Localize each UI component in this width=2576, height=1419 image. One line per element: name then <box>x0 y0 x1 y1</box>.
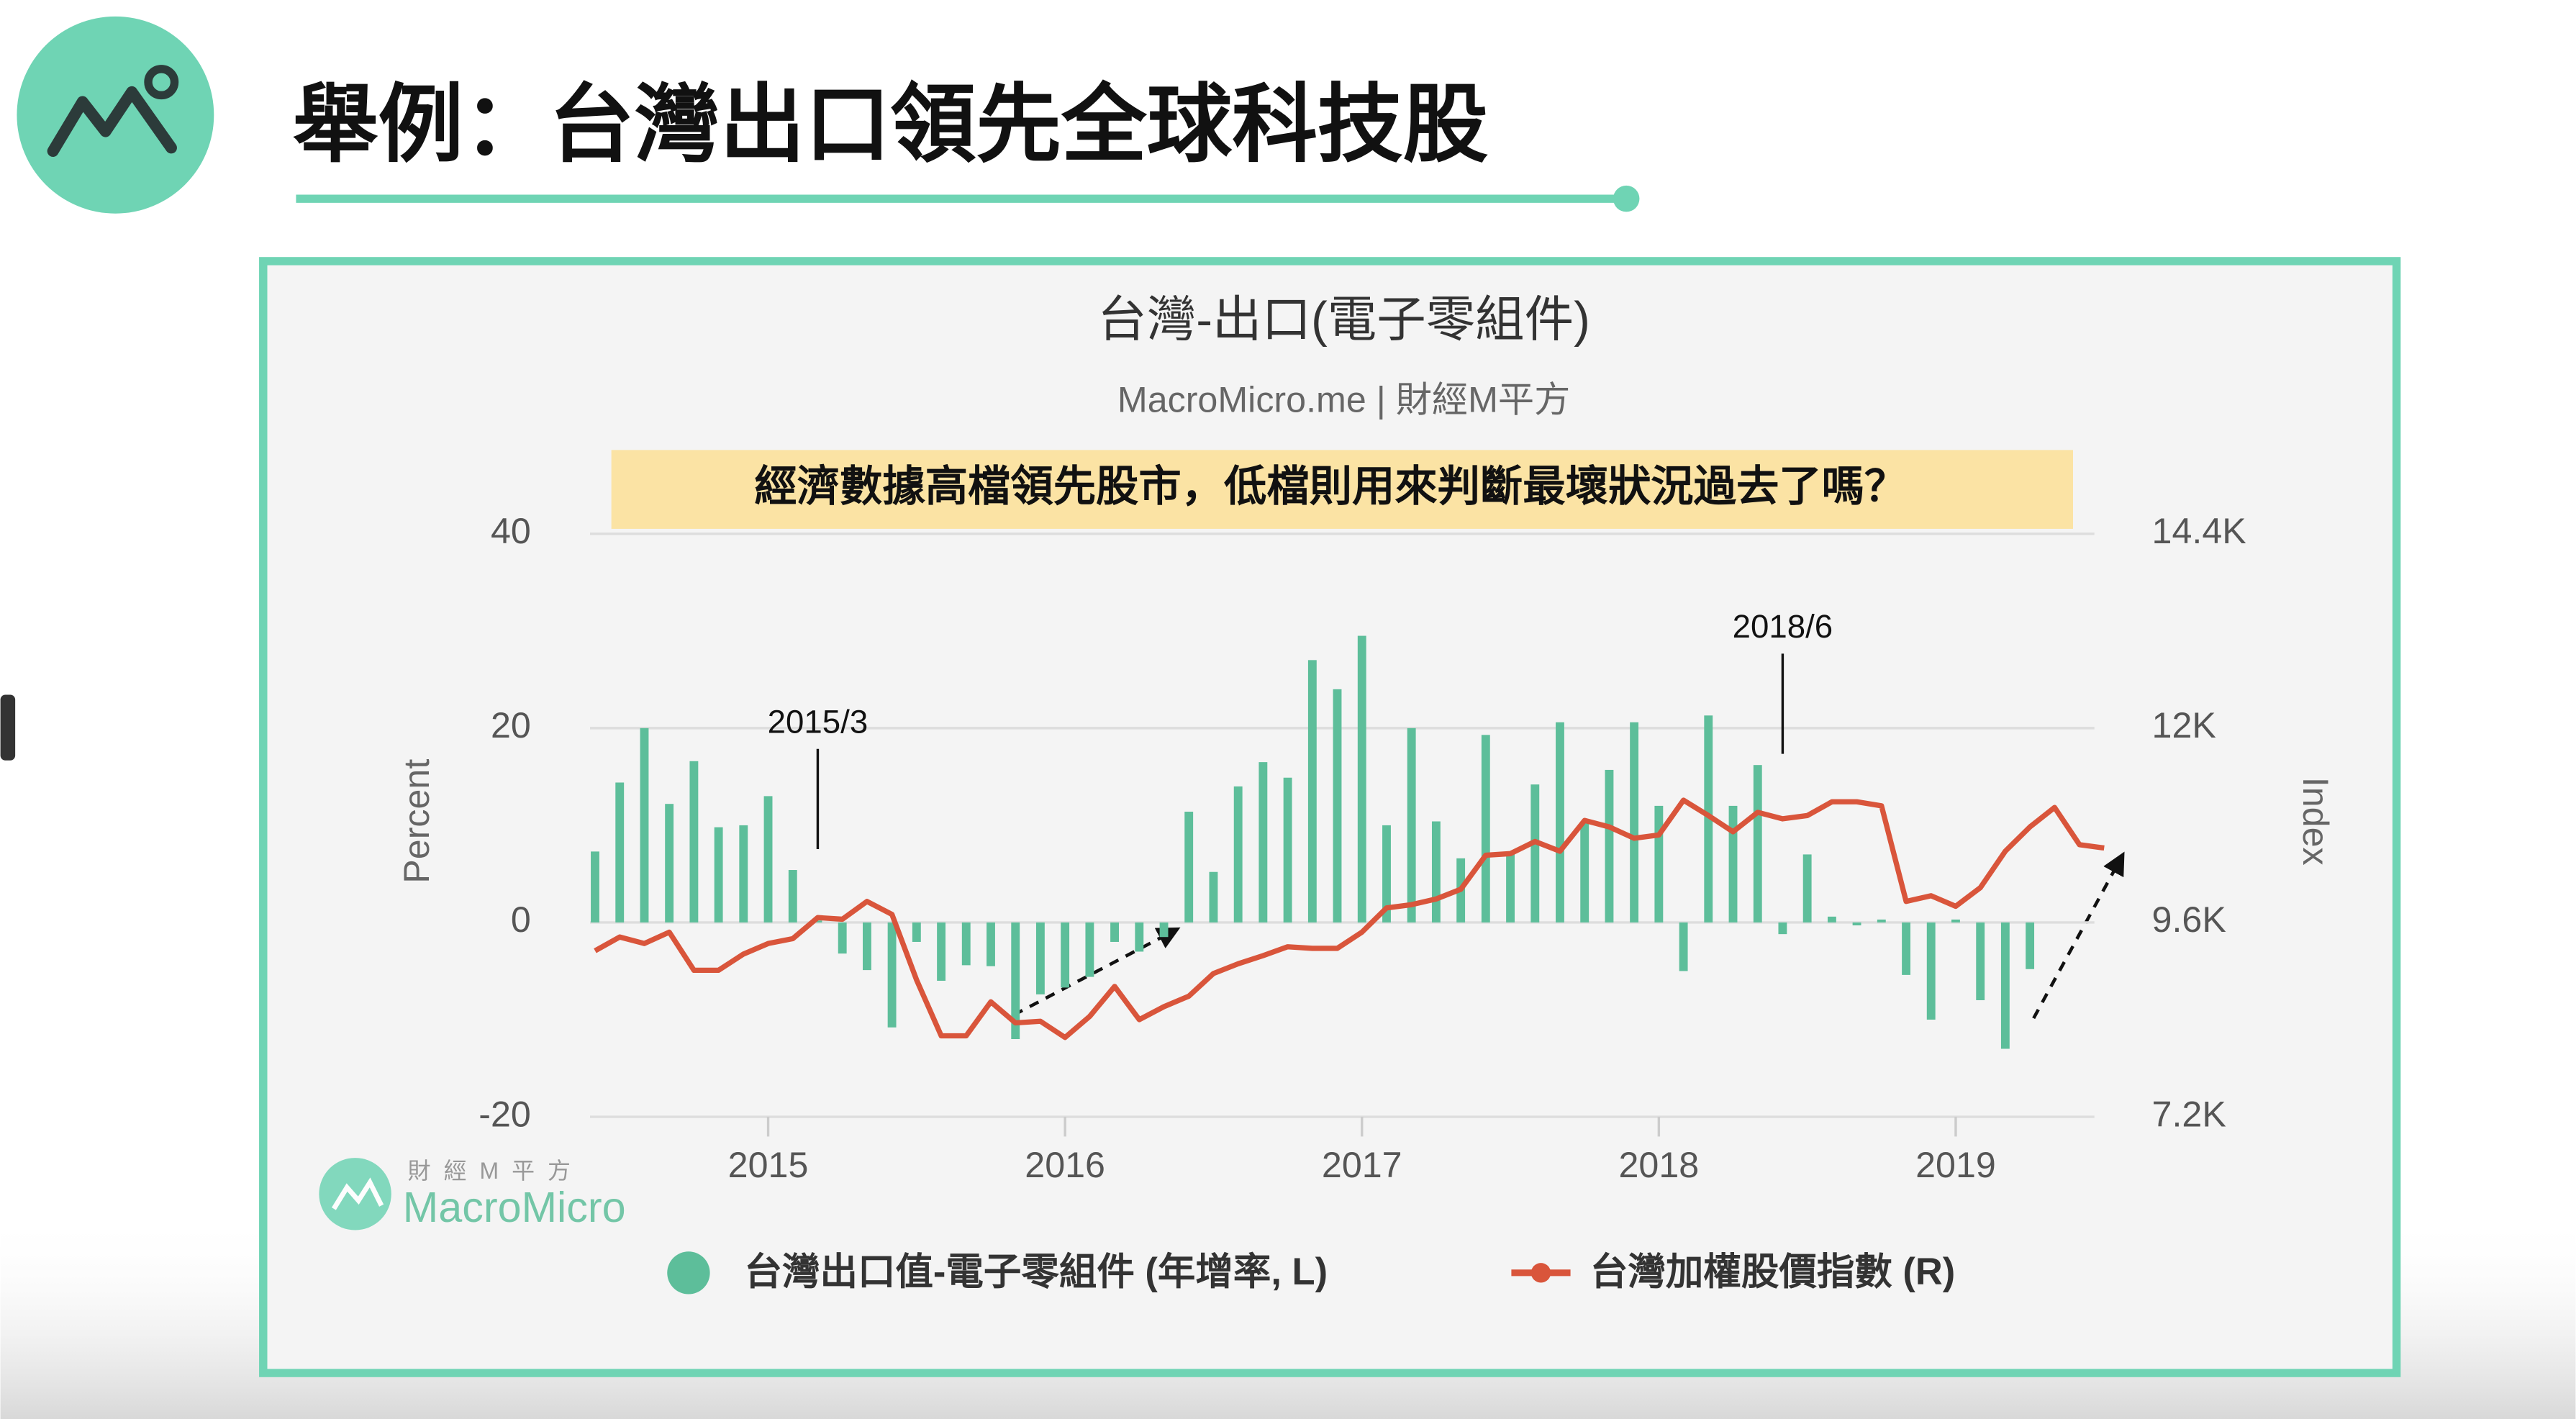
highlight-box <box>611 450 2073 529</box>
bar <box>863 922 871 971</box>
bar <box>1926 922 1936 1020</box>
legend-label[interactable]: 台灣出口值-電子零組件 (年增率, L) <box>745 1251 1328 1293</box>
bar <box>665 804 674 922</box>
x-tick-label: 2015 <box>728 1145 809 1185</box>
x-tick-label: 2019 <box>1915 1145 1996 1185</box>
logo <box>17 16 214 214</box>
bar <box>1061 922 1070 988</box>
bar <box>813 920 822 922</box>
y-axis-label: Percent <box>396 759 437 884</box>
bar <box>1852 922 1861 926</box>
bar <box>987 922 995 966</box>
bar <box>1556 722 1564 922</box>
bar <box>1679 922 1688 971</box>
slide-title: 舉例：台灣出口領先全球科技股 <box>293 78 1489 173</box>
bar <box>1258 762 1268 922</box>
dashed-arrow <box>2032 851 2125 1020</box>
chart-title: 台灣-出口(電子零組件) <box>1097 292 1590 348</box>
bar <box>1283 777 1292 922</box>
highlight-text: 經濟數據高檔領先股市，低檔則用來判斷最壞狀況過去了嗎？ <box>754 462 1907 510</box>
bar <box>763 796 773 922</box>
x-tick-label: 2016 <box>1025 1145 1105 1185</box>
watermark: 財 經 M 平 方 MacroMicro <box>319 1158 626 1231</box>
bar <box>1654 805 1664 922</box>
x-tick-label: 2017 <box>1322 1145 1402 1185</box>
y-tick-label: 20 <box>491 705 531 745</box>
y2-axis-label: Index <box>2295 777 2336 866</box>
legend-label[interactable]: 台灣加權股價指數 (R) <box>1590 1251 1955 1293</box>
y2-tick-label: 9.6K <box>2152 899 2226 940</box>
legend-swatch <box>667 1251 710 1295</box>
bar <box>937 922 946 981</box>
bar <box>1902 922 1910 975</box>
bar <box>1085 922 1094 977</box>
bar <box>1110 922 1119 942</box>
legend: 台灣出口值-電子零組件 (年增率, L) 台灣加權股價指數 (R) <box>667 1251 1955 1295</box>
x-tick-label: 2018 <box>1619 1145 1700 1185</box>
bar <box>1307 660 1317 922</box>
bar <box>838 922 847 954</box>
side-tab <box>0 694 16 761</box>
bar <box>2026 922 2035 969</box>
bar <box>1407 727 1416 922</box>
y-tick-label: 0 <box>511 899 531 940</box>
bar <box>1630 722 1639 922</box>
legend-swatch <box>1530 1263 1551 1283</box>
bar <box>1011 922 1020 1040</box>
bar <box>1382 825 1391 922</box>
y2-tick-label: 14.4K <box>2152 511 2246 551</box>
bar <box>1333 689 1342 922</box>
chart-subtitle: MacroMicro.me | 財經M平方 <box>1117 379 1570 420</box>
bar <box>640 727 649 922</box>
bar <box>1605 769 1614 922</box>
bar <box>1233 786 1243 922</box>
bar <box>1035 922 1045 994</box>
annotation-label: 2015/3 <box>768 704 869 740</box>
bar <box>1778 922 1787 935</box>
bar <box>1184 812 1194 922</box>
y-tick-label: -20 <box>479 1094 531 1134</box>
bar <box>887 922 897 1028</box>
watermark-line2: MacroMicro <box>403 1183 626 1231</box>
bar <box>1357 635 1366 922</box>
dashed-arrow <box>1012 927 1181 1017</box>
bar <box>689 761 699 922</box>
y-tick-label: 40 <box>491 511 531 551</box>
bar <box>615 782 625 922</box>
bar <box>739 825 748 922</box>
bar <box>1877 919 1886 922</box>
bar <box>1976 922 1985 1000</box>
bar <box>1580 822 1589 922</box>
bar <box>1704 715 1713 922</box>
bar <box>1159 922 1169 938</box>
bar <box>961 922 971 966</box>
bar <box>2000 922 2010 1049</box>
line <box>594 797 2105 1041</box>
bar <box>1209 871 1218 922</box>
y2-tick-label: 12K <box>2152 705 2216 745</box>
bar <box>714 827 723 922</box>
bar <box>1802 854 1812 922</box>
bar <box>1481 735 1490 922</box>
bar <box>912 922 921 942</box>
bar <box>1506 851 1515 922</box>
bar <box>1135 922 1144 952</box>
bar <box>1530 784 1540 922</box>
bar <box>591 851 599 922</box>
annotation-label: 2018/6 <box>1733 608 1833 645</box>
underline-dot <box>1613 185 1640 212</box>
bar <box>788 870 797 922</box>
y2-tick-label: 7.2K <box>2152 1094 2226 1134</box>
bar <box>1753 765 1762 922</box>
bar <box>1827 916 1836 922</box>
watermark-line1: 財 經 M 平 方 <box>408 1158 574 1184</box>
bar <box>1951 919 1960 922</box>
bar <box>1431 821 1441 922</box>
bar <box>1728 805 1738 922</box>
